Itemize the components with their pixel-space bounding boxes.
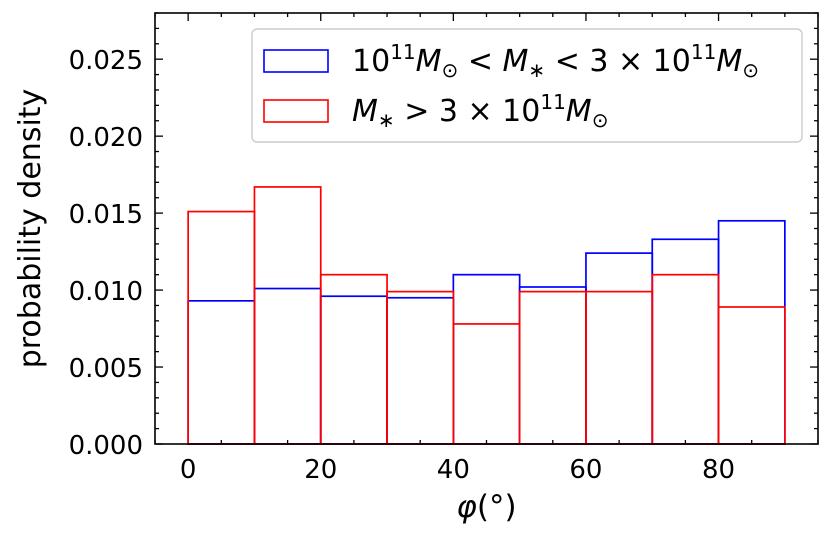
bar-series-2-bin-7 bbox=[585, 290, 654, 445]
y-tick-label: 0.005 bbox=[69, 354, 143, 384]
bar-series-1-bin-8 bbox=[651, 238, 720, 445]
bar-series-2-bin-3 bbox=[319, 273, 388, 445]
x-tick-label: 20 bbox=[304, 455, 337, 485]
bar-series-1-bin-1 bbox=[187, 299, 256, 445]
y-tick-label: 0.020 bbox=[69, 123, 143, 153]
legend-swatch-series-2 bbox=[263, 99, 329, 123]
bar-series-2-bin-1 bbox=[187, 210, 256, 445]
x-tick-label: 80 bbox=[702, 455, 735, 485]
x-tick-label: 40 bbox=[437, 455, 470, 485]
bar-series-1-bin-5 bbox=[452, 273, 521, 445]
y-tick-label: 0.015 bbox=[69, 200, 143, 230]
x-tick-label: 0 bbox=[180, 455, 197, 485]
legend-label-series-1: 1011M⊙ < M∗ < 3 × 1011M⊙ bbox=[352, 40, 759, 82]
bar-series-1-bin-6 bbox=[518, 286, 587, 445]
bar-series-1-bin-7 bbox=[585, 252, 654, 445]
bar-series-2-bin-9 bbox=[717, 306, 786, 445]
plot-frame bbox=[154, 12, 819, 445]
bar-series-1-bin-3 bbox=[319, 295, 388, 445]
legend-swatch-series-1 bbox=[263, 49, 329, 73]
bar-series-2-bin-2 bbox=[253, 186, 322, 445]
legend-label-series-2: M∗ > 3 × 1011M⊙ bbox=[352, 90, 608, 132]
legend: 1011M⊙ < M∗ < 3 × 1011M⊙ M∗ > 3 × 1011M⊙ bbox=[251, 28, 803, 143]
legend-frame bbox=[251, 28, 803, 143]
bar-series-2-bin-5 bbox=[452, 323, 521, 445]
bar-series-2-bin-6 bbox=[518, 290, 587, 445]
x-axis-label: φ(°) bbox=[456, 489, 516, 525]
y-tick-label: 0.000 bbox=[69, 431, 143, 461]
y-tick-label: 0.025 bbox=[69, 46, 143, 76]
tick-labels-layer: 0.000 0.005 0.010 0.015 0.020 0.025 0 20 40 60 80 bbox=[69, 46, 736, 485]
y-axis-label: probability density bbox=[13, 89, 48, 369]
bar-series-1-bin-9 bbox=[717, 219, 786, 445]
bar-series-2-bin-8 bbox=[651, 273, 720, 445]
bar-series-1-bin-4 bbox=[386, 296, 455, 445]
bar-series-1-bin-2 bbox=[253, 287, 322, 445]
bars-layer bbox=[187, 186, 786, 445]
bar-series-2-bin-4 bbox=[386, 290, 455, 445]
x-tick-label: 60 bbox=[569, 455, 602, 485]
y-tick-label: 0.010 bbox=[69, 277, 143, 307]
